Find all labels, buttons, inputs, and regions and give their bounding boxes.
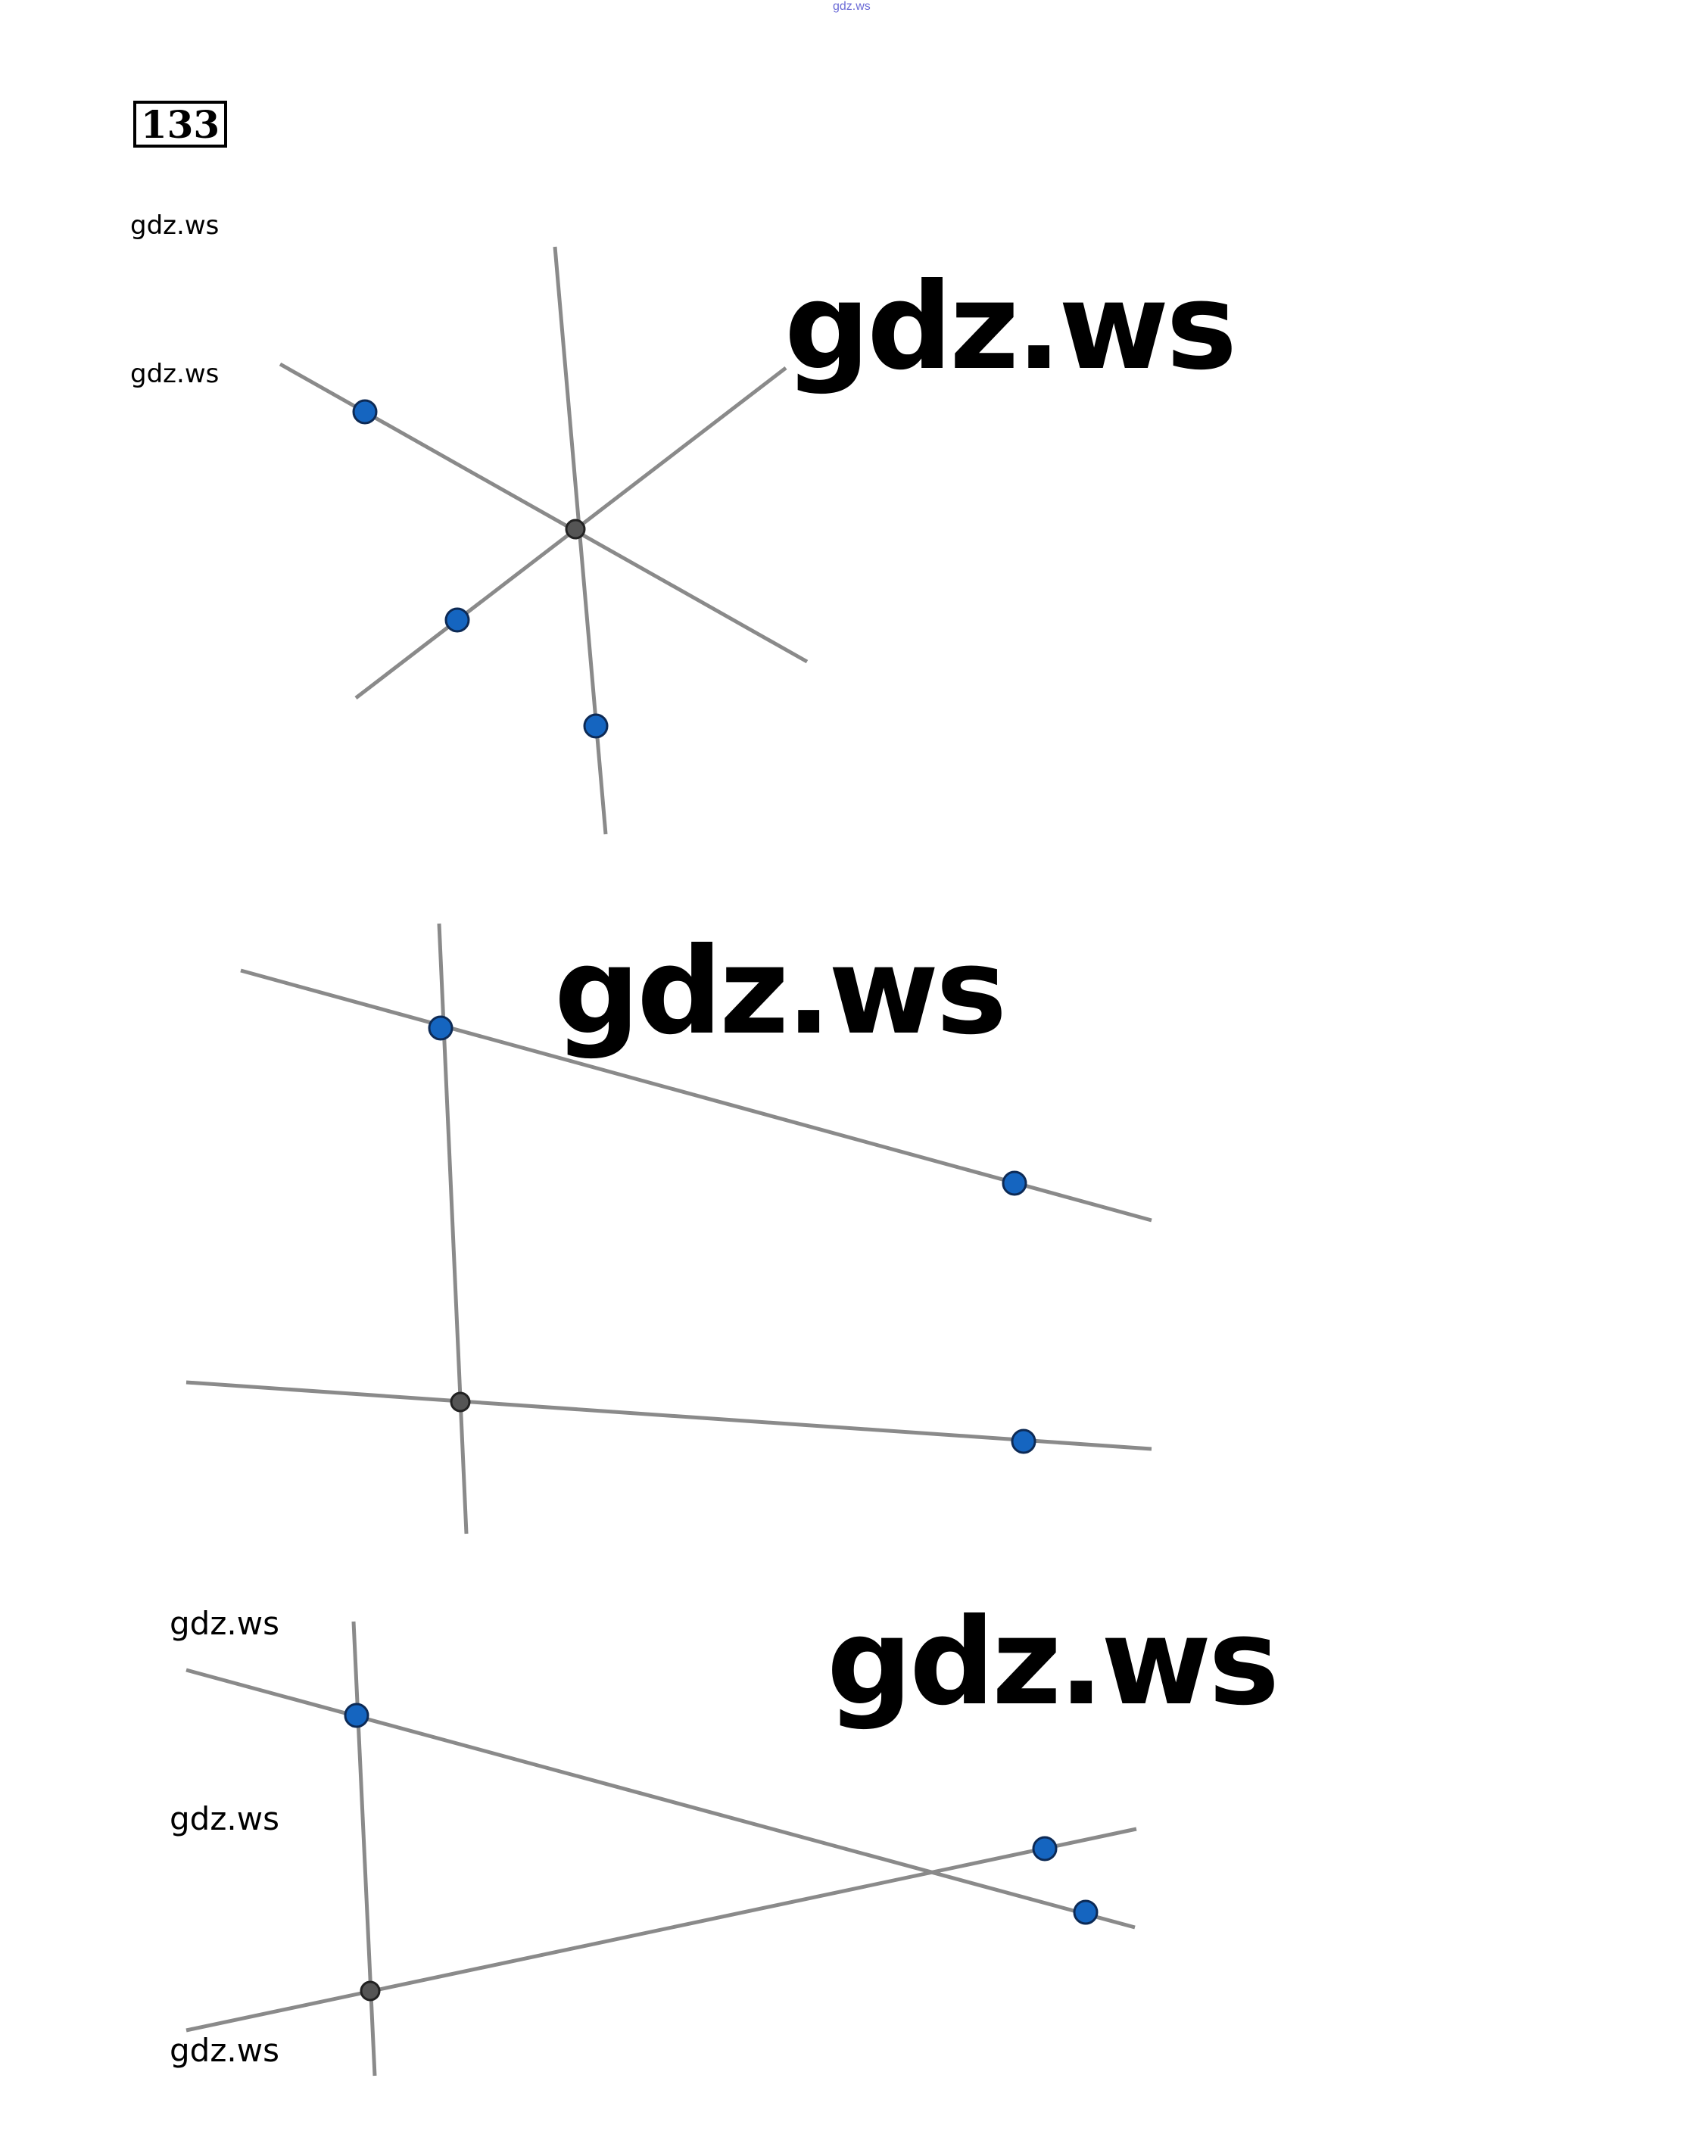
watermark-small: gdz.ws [130, 359, 220, 389]
watermark-large: gdz.ws [554, 922, 1007, 1061]
watermark-large: gdz.ws [784, 257, 1237, 397]
intersection-point [565, 519, 586, 540]
intersection-point [360, 1980, 381, 2002]
point [352, 399, 378, 425]
figure-2 [185, 923, 1152, 1534]
point [1073, 1899, 1099, 1925]
point [428, 1015, 453, 1041]
watermark-small: gdz.ws [170, 1605, 279, 1642]
point [1032, 1836, 1058, 1862]
figure-1 [279, 246, 809, 835]
point [583, 713, 609, 739]
point [1002, 1170, 1027, 1196]
figure-3 [185, 1621, 1137, 2077]
watermark-small: gdz.ws [170, 1800, 279, 1837]
watermark-small: gdz.ws [170, 2032, 279, 2069]
watermark-small: gdz.ws [130, 210, 220, 241]
line [185, 1827, 1137, 2033]
problem-number: 133 [133, 101, 227, 148]
top-watermark: gdz.ws [833, 0, 871, 13]
watermark-large: gdz.ws [827, 1593, 1279, 1732]
intersection-point [450, 1391, 471, 1413]
line [240, 968, 1152, 1223]
line [437, 923, 469, 1534]
line [185, 1668, 1136, 1930]
point [1011, 1429, 1036, 1454]
line [351, 1621, 377, 2077]
point [444, 607, 470, 633]
point [344, 1703, 369, 1728]
line [185, 1380, 1152, 1451]
